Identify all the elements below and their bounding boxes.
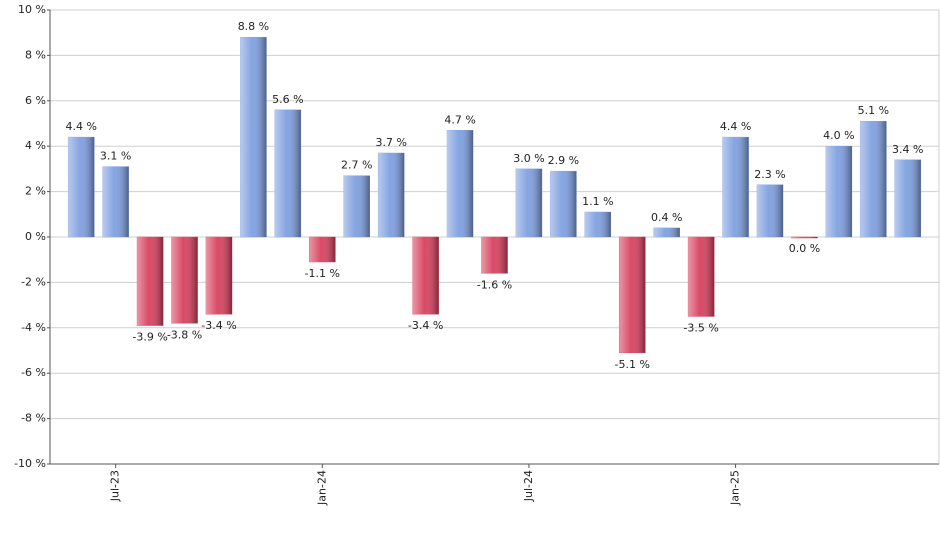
value-label: 0.0 %	[789, 242, 820, 255]
y-tick-label: 6 %	[25, 94, 46, 107]
x-tick-label: Jan-24	[315, 470, 328, 506]
value-label: 2.9 %	[548, 154, 579, 167]
value-label: -5.1 %	[615, 358, 650, 371]
bar-shade	[205, 237, 232, 315]
bar-shade	[619, 237, 646, 353]
y-tick-label: 2 %	[25, 185, 46, 198]
y-tick-label: -4 %	[21, 321, 46, 334]
bar-shade	[653, 227, 680, 237]
value-label: -3.5 %	[683, 321, 718, 334]
bar-shade	[102, 166, 129, 237]
bar-shade	[860, 121, 887, 237]
value-label: -3.9 %	[132, 331, 167, 344]
value-label: 3.4 %	[892, 143, 923, 156]
y-tick-label: -6 %	[21, 366, 46, 379]
value-label: 4.4 %	[65, 120, 96, 133]
bar-shade	[825, 146, 852, 237]
value-label: 5.1 %	[858, 104, 889, 117]
bar-shade	[447, 130, 474, 237]
value-label: 2.3 %	[754, 168, 785, 181]
bar-shade	[550, 171, 577, 237]
value-label: -3.4 %	[408, 319, 443, 332]
bar-shade	[515, 168, 542, 237]
y-tick-label: -8 %	[21, 412, 46, 425]
y-tick-label: 10 %	[18, 3, 46, 16]
bar-shade	[378, 153, 405, 237]
bar-shade	[791, 237, 818, 238]
value-label: 0.4 %	[651, 211, 682, 224]
bar-shade	[171, 237, 198, 324]
bar-shade	[309, 237, 336, 262]
value-label: -3.4 %	[201, 319, 236, 332]
value-label: 8.8 %	[238, 20, 269, 33]
bar-shade	[343, 175, 370, 237]
bar-shade	[412, 237, 439, 315]
y-tick-label: 0 %	[25, 230, 46, 243]
bar-shade	[240, 37, 267, 237]
value-label: 4.7 %	[444, 113, 475, 126]
value-label: -1.6 %	[477, 278, 512, 291]
bar-shade	[722, 137, 749, 237]
value-label: 4.4 %	[720, 120, 751, 133]
bar-shade	[137, 237, 164, 326]
y-tick-label: -2 %	[21, 275, 46, 288]
value-label: 4.0 %	[823, 129, 854, 142]
bar-shade	[274, 109, 301, 237]
value-label: 3.0 %	[513, 152, 544, 165]
x-tick-label: Jul-23	[109, 470, 122, 502]
value-label: 5.6 %	[272, 93, 303, 106]
y-tick-label: -10 %	[14, 457, 46, 470]
y-tick-label: 8 %	[25, 48, 46, 61]
bar-shade	[688, 237, 715, 317]
value-label: -1.1 %	[305, 267, 340, 280]
value-label: 3.7 %	[375, 136, 406, 149]
bar-shade	[584, 212, 611, 237]
bar-shade	[68, 137, 95, 237]
value-label: 1.1 %	[582, 195, 613, 208]
value-label: 2.7 %	[341, 159, 372, 172]
bar-shade	[481, 237, 508, 274]
y-tick-label: 4 %	[25, 139, 46, 152]
value-label: -3.8 %	[167, 328, 202, 341]
value-label: 3.1 %	[100, 150, 131, 163]
bar-shade	[894, 159, 921, 237]
x-tick-label: Jul-24	[522, 470, 535, 502]
x-tick-label: Jan-25	[729, 470, 742, 506]
bar-shade	[757, 184, 784, 237]
